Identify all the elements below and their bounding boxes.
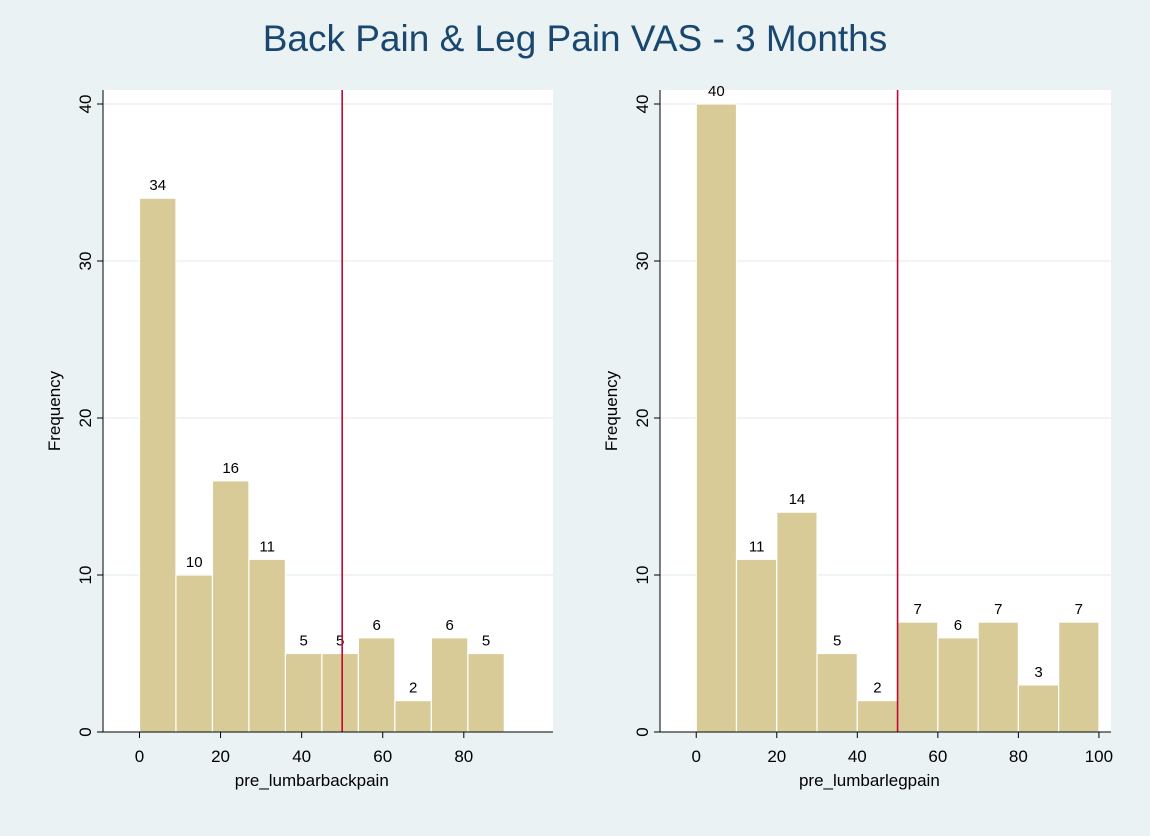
bar-label-left-2: 16 <box>222 460 239 477</box>
bar-right-8 <box>1017 684 1060 733</box>
x-tick-label-left-0: 0 <box>135 747 144 766</box>
bar-right-7 <box>977 621 1019 733</box>
bar-left-1 <box>175 574 214 733</box>
bar-label-right-3: 5 <box>833 633 841 650</box>
y-axis-title-right: Frequency <box>602 370 621 451</box>
x-tick-label-right-0: 0 <box>692 747 701 766</box>
bar-label-left-9: 5 <box>482 633 490 650</box>
bar-label-left-4: 5 <box>300 633 308 650</box>
x-tick-label-right-40: 40 <box>848 747 867 766</box>
y-axis-title-left: Frequency <box>45 370 64 451</box>
x-tick-label-right-80: 80 <box>1009 747 1028 766</box>
bar-left-9 <box>467 652 505 733</box>
x-tick-label-right-60: 60 <box>928 747 947 766</box>
x-tick-label-left-80: 80 <box>454 747 473 766</box>
bar-left-6 <box>357 637 396 733</box>
bar-right-5 <box>896 621 939 733</box>
bar-label-right-9: 7 <box>1075 601 1083 618</box>
x-tick-label-left-60: 60 <box>373 747 392 766</box>
y-tick-label-right-30: 30 <box>633 252 652 271</box>
bar-label-right-1: 11 <box>749 538 765 555</box>
bar-label-right-6: 6 <box>954 617 962 634</box>
y-tick-label-left-10: 10 <box>76 566 95 585</box>
y-tick-label-right-10: 10 <box>633 566 652 585</box>
y-tick-label-left-30: 30 <box>76 252 95 271</box>
bar-label-right-7: 7 <box>994 601 1002 618</box>
bar-label-left-6: 6 <box>372 617 380 634</box>
bar-label-right-2: 14 <box>789 491 806 508</box>
bar-left-5 <box>321 652 360 733</box>
bar-label-right-5: 7 <box>914 601 922 618</box>
x-axis-title-right: pre_lumbarlegpain <box>799 771 940 790</box>
x-tick-label-right-100: 100 <box>1085 747 1113 766</box>
bar-right-2 <box>776 511 818 733</box>
chart-title: Back Pain & Leg Pain VAS - 3 Months <box>262 18 888 59</box>
bar-label-left-1: 10 <box>186 554 203 571</box>
bar-right-6 <box>937 637 979 733</box>
bar-label-right-4: 2 <box>873 680 881 697</box>
bar-right-1 <box>735 558 778 733</box>
bar-left-0 <box>138 197 177 733</box>
bar-left-7 <box>394 699 432 733</box>
y-tick-label-right-0: 0 <box>633 727 652 736</box>
bar-label-left-3: 11 <box>259 538 275 555</box>
bar-label-right-8: 3 <box>1034 664 1042 681</box>
bar-left-2 <box>211 480 250 733</box>
y-tick-label-right-40: 40 <box>633 95 652 114</box>
bar-label-left-5: 5 <box>336 633 344 650</box>
bar-left-4 <box>284 652 323 733</box>
bar-right-9 <box>1058 621 1100 733</box>
y-tick-label-left-20: 20 <box>76 409 95 428</box>
bar-left-3 <box>248 558 287 733</box>
x-axis-title-left: pre_lumbarbackpain <box>235 771 389 790</box>
bar-right-0 <box>695 103 738 733</box>
y-tick-label-right-20: 20 <box>633 409 652 428</box>
x-tick-label-left-40: 40 <box>292 747 311 766</box>
bar-right-4 <box>856 699 899 733</box>
bar-label-right-0: 40 <box>708 83 725 100</box>
bar-label-left-7: 2 <box>409 680 417 697</box>
y-tick-label-left-40: 40 <box>76 95 95 114</box>
bar-label-left-0: 34 <box>149 177 166 194</box>
y-tick-label-left-0: 0 <box>76 727 95 736</box>
bar-right-3 <box>816 652 858 733</box>
x-tick-label-right-20: 20 <box>767 747 786 766</box>
bar-label-left-8: 6 <box>445 617 453 634</box>
bar-left-8 <box>430 637 469 733</box>
x-tick-label-left-20: 20 <box>211 747 230 766</box>
